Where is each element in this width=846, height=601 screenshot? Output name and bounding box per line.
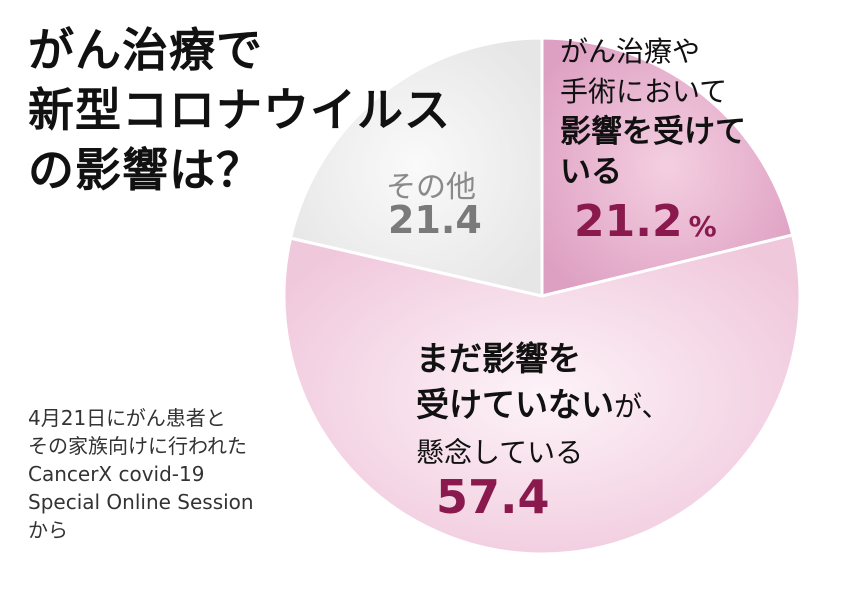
slice-label-affected: がん治療や 手術において 影響を受けて いる — [560, 32, 746, 192]
title-line: の影響は？ — [28, 143, 263, 197]
slice-value-not-yet: 57.4 — [436, 470, 550, 524]
affected-value: 21.2 — [574, 196, 683, 247]
source-note: 4月21日にがん患者と その家族向けに行われた CancerX covid-19… — [28, 404, 254, 544]
chart-title: がん治療で 新型コロナウイルス の影響は？ — [28, 20, 451, 200]
affected-line: 手術において — [560, 75, 728, 108]
source-line: その家族向けに行われた — [28, 434, 247, 458]
title-line: がん治療で — [28, 23, 263, 77]
percent-sign: % — [688, 210, 717, 243]
source-line: CancerX covid-19 — [28, 462, 205, 486]
source-line: Special Online Session — [28, 490, 254, 514]
not-yet-line-suffix: が、 — [614, 390, 670, 423]
source-line: 4月21日にがん患者と — [28, 406, 226, 430]
slice-label-not-yet: まだ影響を 受けていないが、 懸念している — [416, 336, 669, 476]
pie-slice-other — [288, 36, 544, 298]
slice-value-affected: 21.2% — [574, 196, 717, 247]
affected-bold-line: 影響を受けて — [560, 114, 746, 150]
not-yet-line-bold: 受けていない — [416, 385, 614, 424]
affected-bold-line: いる — [560, 154, 622, 190]
affected-line: がん治療や — [560, 35, 701, 68]
pie-slice-not-yet — [282, 233, 802, 556]
title-line: 新型コロナウイルス — [28, 83, 451, 137]
source-line: から — [28, 518, 68, 542]
pie-slice-affected — [540, 36, 795, 298]
slice-label-other: その他 — [386, 170, 476, 205]
not-yet-line: 懸念している — [416, 436, 584, 469]
slice-value-other: 21.4 — [388, 198, 482, 242]
not-yet-line: まだ影響を — [416, 339, 581, 378]
